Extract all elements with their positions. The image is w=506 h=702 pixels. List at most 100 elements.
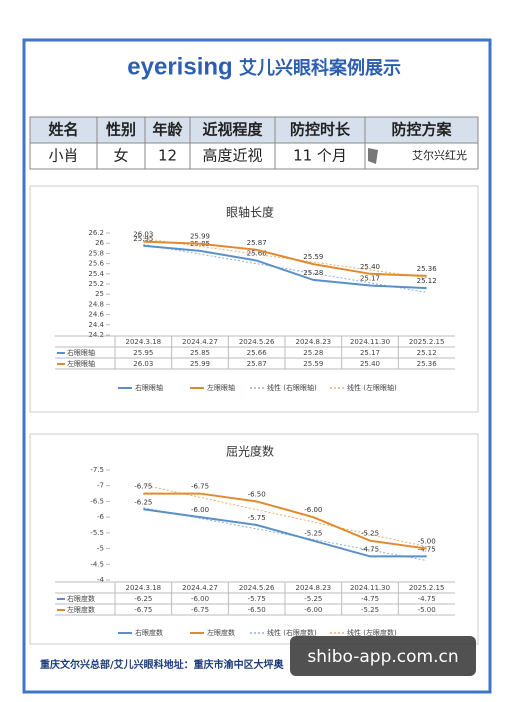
light-icon (368, 148, 378, 164)
column-header: 性别 (106, 121, 136, 139)
table-cell: 女 (113, 147, 128, 165)
legend-label: 右眼眼轴 (135, 383, 163, 392)
y-tick-label: 26 (95, 239, 104, 247)
data-label: -6.75 (191, 483, 209, 491)
table-cell: 11 个月 (293, 147, 347, 165)
legend-label: 左眼度数 (207, 628, 235, 637)
table-cell: 高度近视 (202, 147, 262, 165)
chart-title: 屈光度数 (226, 444, 274, 459)
data-label: 25.66 (247, 250, 268, 258)
table-cell: -4.75 (418, 595, 436, 603)
data-label: -5.00 (418, 538, 436, 546)
column-header: 年龄 (152, 121, 183, 139)
y-tick-label: 25.2 (88, 280, 104, 288)
line-series (143, 508, 427, 558)
x-tick-label: 2024.11.30 (350, 584, 390, 592)
x-tick-label: 2025.2.15 (409, 338, 445, 346)
data-label: -5.25 (304, 530, 322, 538)
table-cell: 25.59 (303, 360, 323, 368)
table-cell: 25.36 (417, 360, 438, 368)
y-tick-label: 25.4 (88, 270, 104, 278)
y-tick-label: 24.2 (88, 331, 104, 339)
table-cell: 25.40 (360, 360, 380, 368)
data-label: -6.50 (248, 490, 266, 498)
table-cell: 25.12 (417, 349, 437, 357)
table-cell: 25.95 (133, 349, 153, 357)
trend-line (143, 484, 427, 548)
line-series (143, 240, 427, 277)
y-tick-label: 25.6 (88, 260, 104, 268)
y-tick-label: 25.8 (88, 249, 104, 257)
legend-label: 线性 (左眼度数) (347, 628, 397, 637)
table-row-label: 左眼眼轴 (67, 359, 95, 368)
y-tick-label: 24.4 (88, 321, 104, 329)
x-tick-label: 2024.5.26 (239, 584, 275, 592)
data-label: -6.25 (134, 498, 152, 506)
data-label: 25.99 (190, 233, 210, 241)
legend-label: 线性 (右眼眼轴) (267, 383, 317, 392)
table-cell: -6.25 (134, 595, 152, 603)
table-row-label: 右眼眼轴 (67, 348, 95, 357)
table-cell: -5.00 (418, 606, 436, 614)
x-tick-label: 2024.3.18 (126, 338, 162, 346)
line-series (143, 244, 427, 290)
data-label: 25.36 (417, 265, 438, 273)
table-cell: 25.17 (360, 349, 380, 357)
y-tick-label: -5.5 (90, 529, 104, 537)
watermark: shibo-app.com.cn (307, 647, 458, 667)
column-header: 防控方案 (391, 121, 452, 139)
y-tick-label: 26.2 (88, 229, 104, 237)
x-tick-label: 2024.11.30 (350, 338, 390, 346)
data-label: 25.59 (303, 253, 323, 261)
table-cell: 25.28 (303, 349, 323, 357)
data-label: -6.75 (134, 483, 152, 491)
data-label: -5.75 (248, 514, 266, 522)
table-row-label: 右眼度数 (67, 594, 95, 603)
page-title: 艾儿兴眼科案例展示 (239, 57, 401, 79)
chart-title: 眼轴长度 (226, 205, 274, 220)
y-tick-label: -7 (97, 482, 104, 490)
watermark-bg (290, 636, 476, 676)
x-tick-label: 2024.8.23 (296, 338, 332, 346)
legend-label: 左眼眼轴 (207, 383, 235, 392)
table-cell: -6.00 (191, 595, 209, 603)
table-cell: -5.75 (248, 595, 266, 603)
table-cell: -4.75 (361, 595, 379, 603)
data-label: -4.75 (361, 545, 379, 553)
data-label: 25.28 (303, 269, 323, 277)
legend-label: 右眼度数 (135, 628, 163, 637)
footer: 重庆文尔兴总部/艾儿兴眼科地址：重庆市渝中区大坪奥 (40, 658, 285, 671)
y-tick-label: 24.6 (88, 311, 104, 319)
table-cell: -6.75 (134, 606, 152, 614)
x-tick-label: 2025.2.15 (409, 584, 445, 592)
y-tick-label: -4 (97, 576, 105, 584)
chart-box (29, 433, 479, 645)
legend-label: 线性 (右眼度数) (267, 628, 317, 637)
x-tick-label: 2024.4.27 (182, 584, 218, 592)
data-label: 25.87 (247, 239, 267, 247)
table-cell: -6.50 (248, 606, 266, 614)
y-tick-label: 25 (95, 290, 104, 298)
y-tick-label: 24.8 (88, 300, 104, 308)
table-cell: -6.75 (191, 606, 209, 614)
data-label: -6.00 (191, 506, 209, 514)
data-label: -6.00 (304, 506, 322, 514)
table-cell: 25.66 (247, 349, 268, 357)
y-tick-label: -7.5 (90, 466, 104, 474)
data-label: 25.40 (360, 263, 380, 271)
x-tick-label: 2024.3.18 (126, 584, 162, 592)
column-header: 防控时长 (290, 121, 351, 139)
y-tick-label: -5 (97, 545, 104, 553)
legend-label: 线性 (左眼眼轴) (347, 383, 397, 392)
table-cell: 25.87 (247, 360, 267, 368)
x-tick-label: 2024.4.27 (182, 338, 218, 346)
table-cell: -5.25 (304, 595, 322, 603)
line-series (143, 492, 427, 550)
table-cell: 12 (158, 147, 177, 165)
column-header: 姓名 (48, 121, 78, 139)
table-cell: -6.00 (304, 606, 322, 614)
column-header: 近视程度 (202, 121, 263, 139)
chart-box (29, 185, 479, 413)
table-cell: 25.85 (190, 349, 210, 357)
